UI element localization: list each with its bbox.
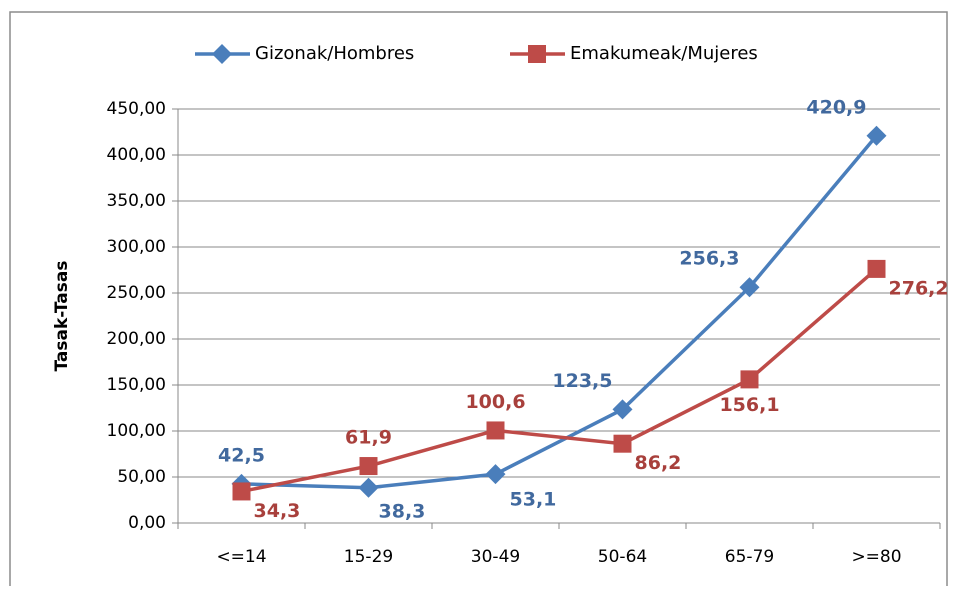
data-point <box>359 457 378 476</box>
legend-marker <box>528 45 546 63</box>
data-point <box>866 125 887 146</box>
data-point <box>613 434 632 453</box>
data-label: 100,6 <box>465 391 525 413</box>
x-tick-label: 65-79 <box>725 547 774 567</box>
series-line <box>241 267 878 494</box>
y-tick-label: 450,00 <box>107 99 166 119</box>
data-label: 38,3 <box>379 500 426 522</box>
data-point <box>232 482 251 501</box>
y-tick-label: 200,00 <box>107 329 166 349</box>
data-label: 276,2 <box>889 277 949 299</box>
data-label: 42,5 <box>218 444 265 466</box>
legend-marker <box>212 44 232 64</box>
data-label: 156,1 <box>719 394 779 416</box>
data-point <box>739 277 760 298</box>
x-tick-label: 30-49 <box>471 547 520 567</box>
y-tick-label: 400,00 <box>107 145 166 165</box>
legend-label: Emakumeak/Mujeres <box>570 43 758 64</box>
data-label: 61,9 <box>345 427 392 449</box>
x-tick-label: <=14 <box>216 547 266 567</box>
data-label: 420,9 <box>806 96 866 118</box>
chart-border <box>9 11 948 590</box>
data-label: 34,3 <box>254 500 301 522</box>
data-label: 86,2 <box>635 452 682 474</box>
y-axis-title: Tasak-Tasas <box>52 261 72 372</box>
data-label: 123,5 <box>552 370 612 392</box>
data-label: 256,3 <box>679 248 739 270</box>
y-tick-label: 50,00 <box>117 467 166 487</box>
y-tick-label: 250,00 <box>107 283 166 303</box>
data-point <box>612 399 633 420</box>
x-tick-label: 15-29 <box>344 547 393 567</box>
y-tick-label: 350,00 <box>107 191 166 211</box>
legend-label: Gizonak/Hombres <box>255 43 414 64</box>
y-tick-label: 0,00 <box>128 513 166 533</box>
data-label: 53,1 <box>510 489 557 511</box>
x-tick-label: >=80 <box>851 547 901 567</box>
data-point <box>486 421 505 440</box>
y-tick-label: 300,00 <box>107 237 166 257</box>
data-point <box>740 370 759 389</box>
x-tick-label: 50-64 <box>598 547 647 567</box>
y-tick-label: 100,00 <box>107 421 166 441</box>
series-line <box>241 134 878 490</box>
data-point <box>485 464 506 485</box>
y-tick-label: 150,00 <box>107 375 166 395</box>
data-point <box>358 477 379 498</box>
data-point <box>867 259 886 278</box>
